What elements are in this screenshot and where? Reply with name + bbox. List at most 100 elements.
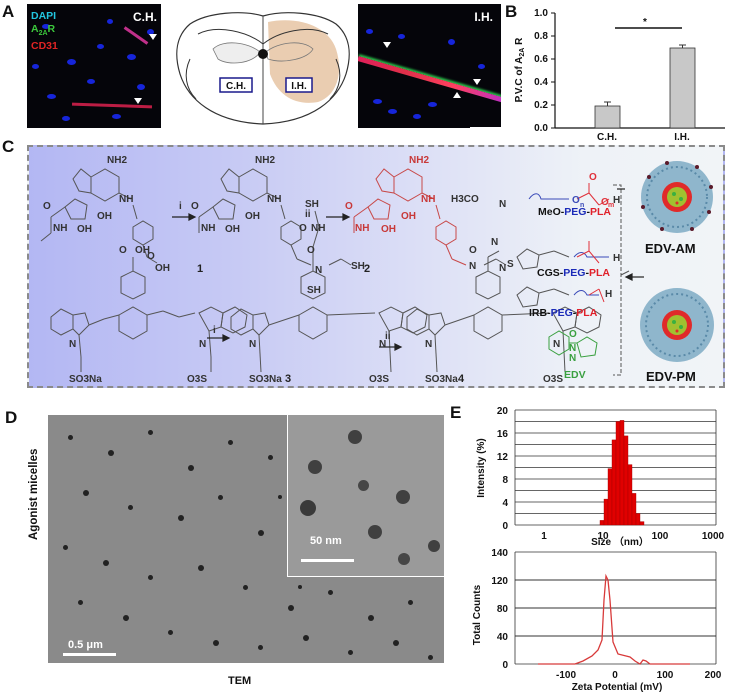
svg-text:OH: OH: [245, 211, 260, 222]
svg-text:N: N: [491, 237, 498, 248]
panel-a-letter: A: [2, 2, 15, 21]
svg-text:N: N: [553, 339, 560, 350]
svg-text:N: N: [425, 339, 432, 350]
tem-inset-image: 50 nm: [287, 415, 444, 577]
svg-text:1: 1: [541, 531, 547, 542]
svg-text:O3S: O3S: [369, 374, 389, 385]
chart-b-xtick-ch: C.H.: [597, 132, 617, 142]
svg-text:20: 20: [497, 406, 509, 417]
zeta-potential-chart: Total Counts 0 40 80 120 140 -100 0 100 …: [472, 548, 722, 692]
svg-text:1.0: 1.0: [534, 8, 548, 19]
svg-text:0.8: 0.8: [534, 31, 548, 42]
svg-text:4: 4: [502, 498, 508, 509]
svg-text:NH2: NH2: [409, 155, 429, 166]
panel-c-letter: C: [2, 137, 15, 156]
scale-bar: [470, 127, 501, 128]
brain-box-ch: C.H.: [226, 81, 246, 92]
svg-text:100: 100: [657, 670, 674, 681]
brain-box-ih: I.H.: [291, 81, 307, 92]
bar-chart-pvc: P.V.C of A2A R 0.0 0.2 0.4 0.6 0.8 1.0 *…: [514, 8, 725, 142]
significance-star: *: [643, 17, 647, 28]
legend-dapi: DAPI: [31, 10, 57, 22]
compound-1-label: 1: [197, 263, 204, 275]
legend-cd31: CD31: [31, 40, 58, 53]
svg-text:H: H: [613, 253, 620, 264]
panel-d-letter: D: [5, 408, 18, 427]
chart-e2-ylabel: Total Counts: [472, 584, 483, 645]
svg-text:N: N: [499, 199, 506, 210]
svg-text:N: N: [249, 339, 256, 350]
chart-e1-ylabel: Intensity (%): [476, 438, 487, 497]
svg-text:S: S: [507, 259, 514, 270]
chemical-structures: NH2 NH OH OH O NH O OH NH2 NH OH OH O NH…: [40, 155, 644, 385]
svg-text:O: O: [589, 172, 597, 183]
svg-text:N: N: [569, 353, 576, 364]
svg-text:i: i: [179, 201, 182, 212]
svg-text:140: 140: [491, 548, 508, 559]
svg-text:NH2: NH2: [255, 155, 275, 166]
svg-text:NH: NH: [53, 223, 67, 234]
panel-b-letter: B: [505, 2, 518, 21]
size-histogram-bars: [599, 420, 645, 526]
micelle-am-icon: [641, 161, 713, 233]
panel-e-letter: E: [450, 403, 462, 422]
chart-b-xtick-ih: I.H.: [674, 132, 690, 142]
svg-text:OH: OH: [155, 263, 170, 274]
compound-2-label: 2: [364, 263, 371, 275]
svg-text:O: O: [345, 201, 353, 212]
svg-text:NH: NH: [355, 223, 369, 234]
svg-text:O3S: O3S: [187, 374, 207, 385]
svg-text:200: 200: [705, 670, 722, 681]
svg-text:N: N: [315, 265, 322, 276]
svg-text:0: 0: [502, 521, 508, 532]
inset-scale-bar: [301, 559, 354, 562]
microscopy-ipsilateral-image: I.H.: [358, 4, 501, 128]
svg-text:OH: OH: [97, 211, 112, 222]
polymer-irb-peg-pla: IRB-PEG-PLA: [529, 307, 598, 319]
svg-text:SH: SH: [307, 285, 321, 296]
svg-text:16: 16: [497, 429, 509, 440]
svg-text:N: N: [199, 339, 206, 350]
svg-text:O: O: [601, 197, 609, 208]
svg-text:8: 8: [502, 475, 508, 486]
svg-text:O: O: [469, 245, 477, 256]
svg-text:0: 0: [502, 660, 508, 671]
svg-text:ii: ii: [385, 331, 391, 342]
svg-text:N: N: [499, 263, 506, 274]
svg-text:0.0: 0.0: [534, 123, 548, 134]
chart-b-yticks: 0.0 0.2 0.4 0.6 0.8 1.0: [534, 8, 555, 134]
svg-text:N: N: [69, 339, 76, 350]
svg-text:NH: NH: [267, 194, 281, 205]
tem-image: 50 nm 0.5 μm: [48, 415, 444, 663]
brain-coronal-diagram: C.H. I.H.: [176, 12, 350, 125]
contralateral-tag: C.H.: [133, 10, 157, 24]
svg-text:ii: ii: [305, 209, 311, 220]
inset-scale-label: 50 nm: [310, 535, 342, 547]
svg-text:OH: OH: [135, 245, 150, 256]
svg-text:OH: OH: [225, 224, 240, 235]
svg-text:0.6: 0.6: [534, 54, 548, 65]
svg-text:O: O: [299, 223, 307, 234]
svg-text:SO3Na: SO3Na: [249, 374, 282, 385]
svg-text:OH: OH: [77, 224, 92, 235]
svg-text:n: n: [580, 202, 584, 209]
zeta-curve: [538, 573, 690, 665]
svg-text:H: H: [613, 195, 620, 206]
polymer-cgs-peg-pla: CGS-PEG-PLA: [537, 267, 610, 279]
main-scale-label: 0.5 μm: [68, 639, 103, 651]
drug-edv-label: EDV: [564, 369, 586, 381]
svg-text:NH2: NH2: [107, 155, 127, 166]
svg-text:OH: OH: [401, 211, 416, 222]
chart-e1-xlabel: Size （nm）: [591, 535, 649, 546]
chart-b-ylabel: P.V.C of A2A R: [514, 37, 526, 102]
svg-text:NH: NH: [119, 194, 133, 205]
chart-e2-xlabel: Zeta Potential (mV): [572, 682, 663, 692]
svg-text:0: 0: [612, 670, 618, 681]
svg-text:1000: 1000: [702, 531, 725, 542]
svg-text:N: N: [469, 261, 476, 272]
svg-text:O: O: [43, 201, 51, 212]
size-distribution-chart: Intensity (%) 0 4 8 12 16 20 1 10 100 10…: [476, 406, 725, 546]
svg-text:O: O: [119, 245, 127, 256]
svg-text:-100: -100: [556, 670, 576, 681]
svg-text:SH: SH: [305, 199, 319, 210]
